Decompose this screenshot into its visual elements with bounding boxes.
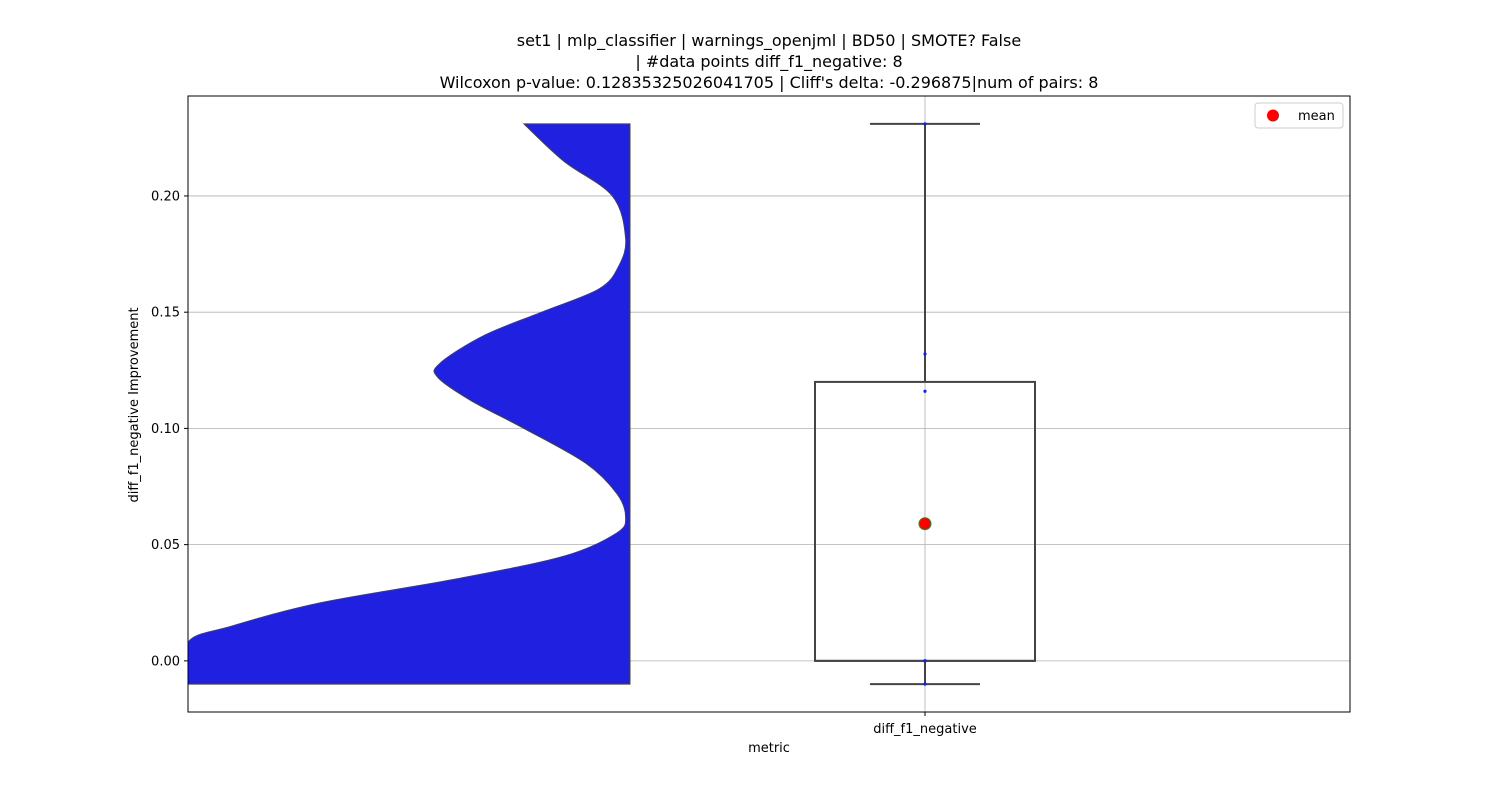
mean-marker (918, 517, 932, 531)
y-tick-label-2: 0.10 (151, 422, 180, 437)
x-axis-label: metric (748, 741, 790, 756)
chart-title-line-3: Wilcoxon p-value: 0.12835325026041705 | … (440, 73, 1099, 92)
data-point-5 (923, 352, 927, 356)
y-tick-label-4: 0.20 (151, 189, 180, 204)
data-point-0 (923, 682, 927, 686)
legend-mean-marker (1267, 109, 1279, 122)
y-tick-label-1: 0.05 (151, 538, 180, 553)
y-axis-label: diff_f1_negative Improvement (127, 307, 142, 502)
data-point-6 (923, 122, 927, 126)
legend: mean (1254, 102, 1344, 129)
chart-title-line-1: set1 | mlp_classifier | warnings_openjml… (517, 31, 1021, 51)
chart-title-line-2: | #data points diff_f1_negative: 8 (635, 52, 902, 72)
data-point-3 (923, 659, 927, 663)
plot-frame (187, 95, 1351, 713)
legend-frame (1254, 102, 1344, 129)
plot-area: 0.00 0.05 0.10 0.15 0.20 diff_f1_negative (151, 95, 1351, 737)
y-tick-label-0: 0.00 (151, 654, 180, 669)
y-tick-label-3: 0.15 (151, 306, 180, 321)
legend-mean-label: mean (1298, 109, 1335, 124)
violin-body (188, 123, 631, 685)
x-tick-label-0: diff_f1_negative (873, 722, 977, 737)
data-point-4 (923, 389, 927, 393)
